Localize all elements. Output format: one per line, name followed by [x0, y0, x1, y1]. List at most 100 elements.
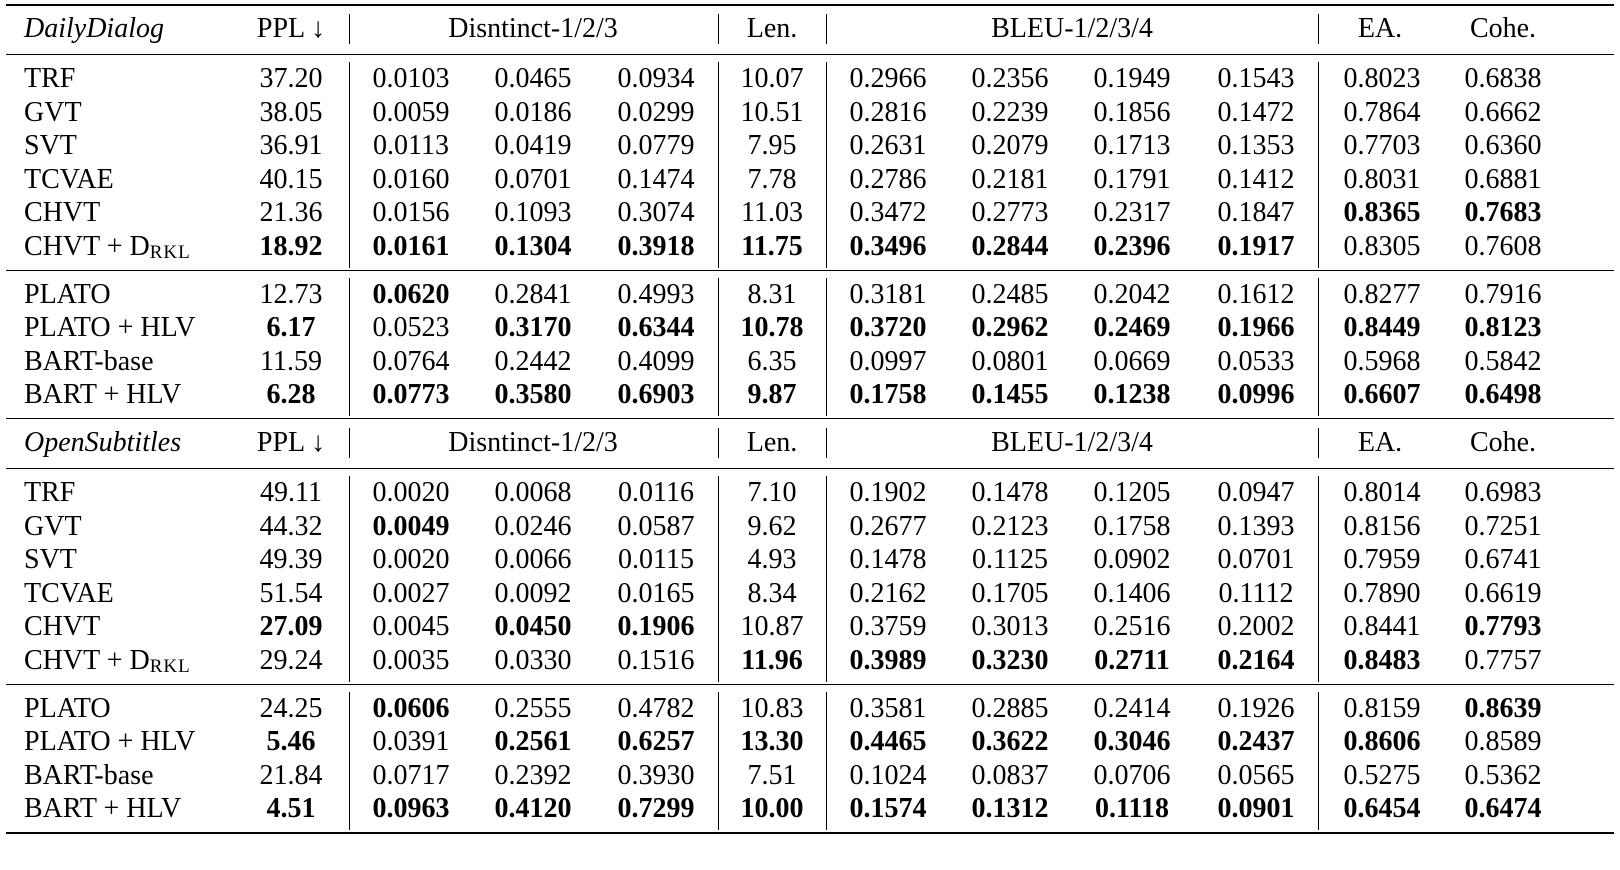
column-divider [349, 691, 351, 830]
value-cell: 6.28 [266, 379, 316, 411]
column-divider [1318, 62, 1320, 268]
model-name: CHVT + DRKL [24, 230, 191, 264]
header-bleu: BLEU-1/2/3/4 [991, 427, 1153, 458]
model-name: BART + HLV [24, 378, 181, 412]
header-ppl: PPL ↓ [256, 427, 326, 458]
value-cell: 11.03 [741, 197, 803, 229]
column-divider [826, 14, 828, 44]
model-name-text: CHVT + D [24, 231, 150, 262]
value-cell: 0.0068 [494, 477, 572, 508]
value-cell: 29.24 [259, 645, 323, 676]
model-name: GVT [24, 510, 82, 544]
value-cell: 0.0419 [494, 130, 572, 162]
value-cell: 0.1926 [1217, 692, 1295, 724]
value-cell: 0.0701 [1217, 544, 1295, 576]
value-cell: 0.0669 [1093, 345, 1171, 377]
value-cell: 0.3759 [849, 611, 927, 643]
model-name: TRF [24, 476, 75, 510]
value-cell: 0.7757 [1464, 645, 1542, 676]
value-cell: 0.0020 [372, 477, 450, 508]
value-cell: 27.09 [259, 611, 323, 643]
top-rule [6, 4, 1614, 6]
table-row: TCVAE 51.54 0.0027 0.0092 0.0165 8.34 0.2162 0.… [0, 577, 1620, 611]
value-cell: 0.4993 [617, 278, 695, 310]
value-cell: 0.6474 [1464, 793, 1542, 825]
model-name-text: PLATO + HLV [24, 312, 196, 344]
value-cell: 0.0059 [372, 96, 450, 128]
column-divider [1318, 476, 1320, 682]
value-cell: 12.73 [259, 278, 323, 310]
value-cell: 0.6498 [1464, 379, 1542, 411]
column-divider [718, 277, 720, 416]
value-cell: 0.2392 [494, 759, 572, 791]
value-cell: 0.6257 [617, 726, 695, 758]
table-row: CHVT + DRKL 29.24 0.0035 0.0330 0.1516 11.96 0… [0, 644, 1620, 678]
value-cell: 0.3989 [849, 645, 927, 676]
value-cell: 37.20 [259, 63, 323, 94]
value-cell: 10.83 [740, 692, 804, 724]
value-cell: 0.4465 [849, 726, 927, 758]
value-cell: 9.87 [747, 379, 797, 411]
value-cell: 0.2002 [1217, 611, 1295, 643]
table-row: SVT 49.39 0.0020 0.0066 0.0115 4.93 0.1478 0.11… [0, 543, 1620, 577]
value-cell: 0.5362 [1464, 759, 1542, 791]
value-cell: 0.1478 [971, 477, 1049, 508]
value-cell: 0.3074 [617, 197, 695, 229]
value-cell: 0.8639 [1464, 692, 1542, 724]
value-cell: 5.46 [266, 726, 316, 758]
value-cell: 0.2555 [494, 692, 572, 724]
model-name: CHVT + DRKL [24, 644, 191, 678]
value-cell: 4.51 [266, 793, 316, 825]
model-name: SVT [24, 543, 77, 577]
value-cell: 0.4782 [617, 692, 695, 724]
value-cell: 0.8589 [1464, 726, 1542, 758]
value-cell: 0.8156 [1343, 510, 1421, 542]
model-name-text: TCVAE [24, 163, 114, 195]
column-divider [826, 428, 828, 458]
value-cell: 0.0103 [372, 63, 450, 94]
model-name: CHVT [24, 610, 100, 644]
value-cell: 0.0620 [372, 278, 450, 310]
value-cell: 0.0706 [1093, 759, 1171, 791]
value-cell: 0.0565 [1217, 759, 1295, 791]
value-cell: 0.0246 [494, 510, 572, 542]
value-cell: 11.59 [260, 345, 322, 377]
value-cell: 0.2396 [1093, 231, 1171, 262]
model-name: TCVAE [24, 577, 114, 611]
value-cell: 0.2162 [849, 577, 927, 609]
model-name-text: PLATO [24, 278, 111, 310]
value-cell: 0.0391 [372, 726, 450, 758]
value-cell: 0.3622 [971, 726, 1049, 758]
column-divider [718, 476, 720, 682]
value-cell: 0.2239 [971, 96, 1049, 128]
model-name: PLATO + HLV [24, 311, 195, 345]
value-cell: 0.1906 [617, 611, 695, 643]
value-cell: 0.0902 [1093, 544, 1171, 576]
value-cell: 0.8305 [1343, 231, 1421, 262]
value-cell: 0.1516 [617, 645, 695, 676]
column-divider [1318, 691, 1320, 830]
value-cell: 36.91 [259, 130, 323, 162]
value-cell: 0.0523 [372, 312, 450, 344]
value-cell: 0.0020 [372, 544, 450, 576]
model-name: BART-base [24, 345, 154, 379]
value-cell: 0.0606 [372, 692, 450, 724]
table-row: SVT 36.91 0.0113 0.0419 0.0779 7.95 0.2631 0.20… [0, 129, 1620, 163]
header-ppl: PPL ↓ [256, 13, 326, 44]
value-cell: 0.1966 [1217, 312, 1295, 344]
value-cell: 0.3472 [849, 197, 927, 229]
model-name: CHVT [24, 196, 100, 230]
value-cell: 0.2414 [1093, 692, 1171, 724]
value-cell: 0.8031 [1343, 163, 1421, 195]
header-distinct: Disntinct-1/2/3 [448, 427, 618, 458]
column-divider [349, 476, 351, 682]
model-name: GVT [24, 96, 82, 130]
table-row: PLATO 24.25 0.0606 0.2555 0.4782 10.83 0.3581 0… [0, 692, 1620, 726]
value-cell: 0.0066 [494, 544, 572, 576]
table-row: PLATO + HLV 6.17 0.0523 0.3170 0.6344 10.78 0.… [0, 311, 1620, 345]
value-cell: 0.7890 [1343, 577, 1421, 609]
model-name-text: GVT [24, 510, 82, 542]
table-row: BART + HLV 6.28 0.0773 0.3580 0.6903 9.87 0.17… [0, 378, 1620, 412]
value-cell: 4.93 [747, 544, 797, 576]
value-cell: 0.7916 [1464, 278, 1542, 310]
